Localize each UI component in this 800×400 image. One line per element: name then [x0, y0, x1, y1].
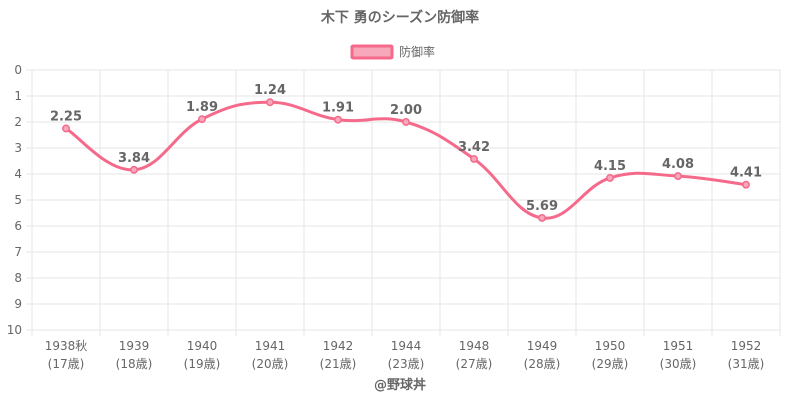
x-tick-sublabel: (21歳) — [320, 357, 357, 371]
credit-text: @野球丼 — [374, 377, 426, 393]
data-point[interactable] — [538, 213, 546, 222]
x-tick-sublabel: (18歳) — [116, 357, 153, 371]
legend-label: 防御率 — [399, 44, 435, 59]
y-tick-label: 9 — [14, 297, 22, 311]
data-point[interactable] — [334, 115, 342, 124]
data-label: 4.08 — [662, 157, 694, 172]
data-label: 3.84 — [118, 151, 150, 166]
y-tick-label: 2 — [14, 115, 22, 129]
data-point[interactable] — [742, 180, 750, 189]
x-tick-sublabel: (29歳) — [592, 357, 629, 371]
data-labels: 2.25 3.84 1.89 1.24 1.91 2.00 3.42 5.69 4.15 4.08… — [50, 83, 762, 214]
data-label: 1.24 — [254, 83, 286, 98]
x-tick-sublabel: (27歳) — [456, 357, 493, 371]
data-point[interactable] — [266, 98, 274, 107]
x-tick-sublabel: (30歳) — [660, 357, 697, 371]
x-tick-label: 1951 — [663, 339, 694, 353]
x-tick-label: 1944 — [391, 339, 422, 353]
y-tick-label: 8 — [14, 271, 22, 285]
y-tick-label: 1 — [14, 89, 22, 103]
y-tick-label: 4 — [14, 167, 22, 181]
x-axis: 1938秋 (17歳) 1939 (18歳) 1940 (19歳) 1941 (20歳) 194… — [45, 339, 765, 371]
data-point[interactable] — [130, 165, 138, 174]
data-label: 4.41 — [730, 166, 762, 181]
x-tick-label: 1950 — [595, 339, 626, 353]
x-tick-label: 1941 — [255, 339, 286, 353]
data-point[interactable] — [470, 154, 478, 163]
data-points — [62, 98, 750, 222]
data-label: 1.91 — [322, 101, 354, 116]
data-point[interactable] — [62, 124, 70, 133]
y-axis: 0 1 2 3 4 5 6 7 8 9 10 — [7, 63, 22, 337]
y-tick-label: 5 — [14, 193, 22, 207]
y-tick-label: 7 — [14, 245, 22, 259]
x-tick-sublabel: (19歳) — [184, 357, 221, 371]
x-tick-label: 1940 — [187, 339, 218, 353]
x-tick-label: 1952 — [731, 339, 762, 353]
data-label: 2.00 — [390, 103, 422, 118]
data-point[interactable] — [674, 172, 682, 181]
x-tick-sublabel: (31歳) — [728, 357, 765, 371]
legend-swatch — [350, 44, 394, 60]
data-label: 1.89 — [186, 100, 218, 115]
grid — [26, 69, 781, 336]
data-label: 5.69 — [526, 199, 558, 214]
data-label: 2.25 — [50, 110, 82, 125]
y-tick-label: 3 — [14, 141, 22, 155]
y-tick-label: 10 — [7, 323, 22, 337]
x-tick-sublabel: (23歳) — [388, 357, 425, 371]
x-tick-label: 1939 — [119, 339, 150, 353]
chart-title: 木下 勇のシーズン防御率 — [320, 9, 479, 26]
data-point[interactable] — [606, 173, 614, 182]
x-tick-label: 1948 — [459, 339, 490, 353]
x-tick-sublabel: (17歳) — [48, 357, 85, 371]
data-label: 3.42 — [458, 140, 490, 155]
data-label: 4.15 — [594, 159, 626, 174]
legend[interactable]: 防御率 — [350, 44, 435, 60]
x-tick-label: 1949 — [527, 339, 558, 353]
y-tick-label: 6 — [14, 219, 22, 233]
x-tick-sublabel: (28歳) — [524, 357, 561, 371]
x-tick-sublabel: (20歳) — [252, 357, 289, 371]
y-tick-label: 0 — [14, 63, 22, 77]
x-tick-label: 1942 — [323, 339, 354, 353]
data-point[interactable] — [198, 115, 206, 124]
data-point[interactable] — [402, 118, 410, 126]
x-tick-label: 1938秋 — [45, 339, 88, 353]
